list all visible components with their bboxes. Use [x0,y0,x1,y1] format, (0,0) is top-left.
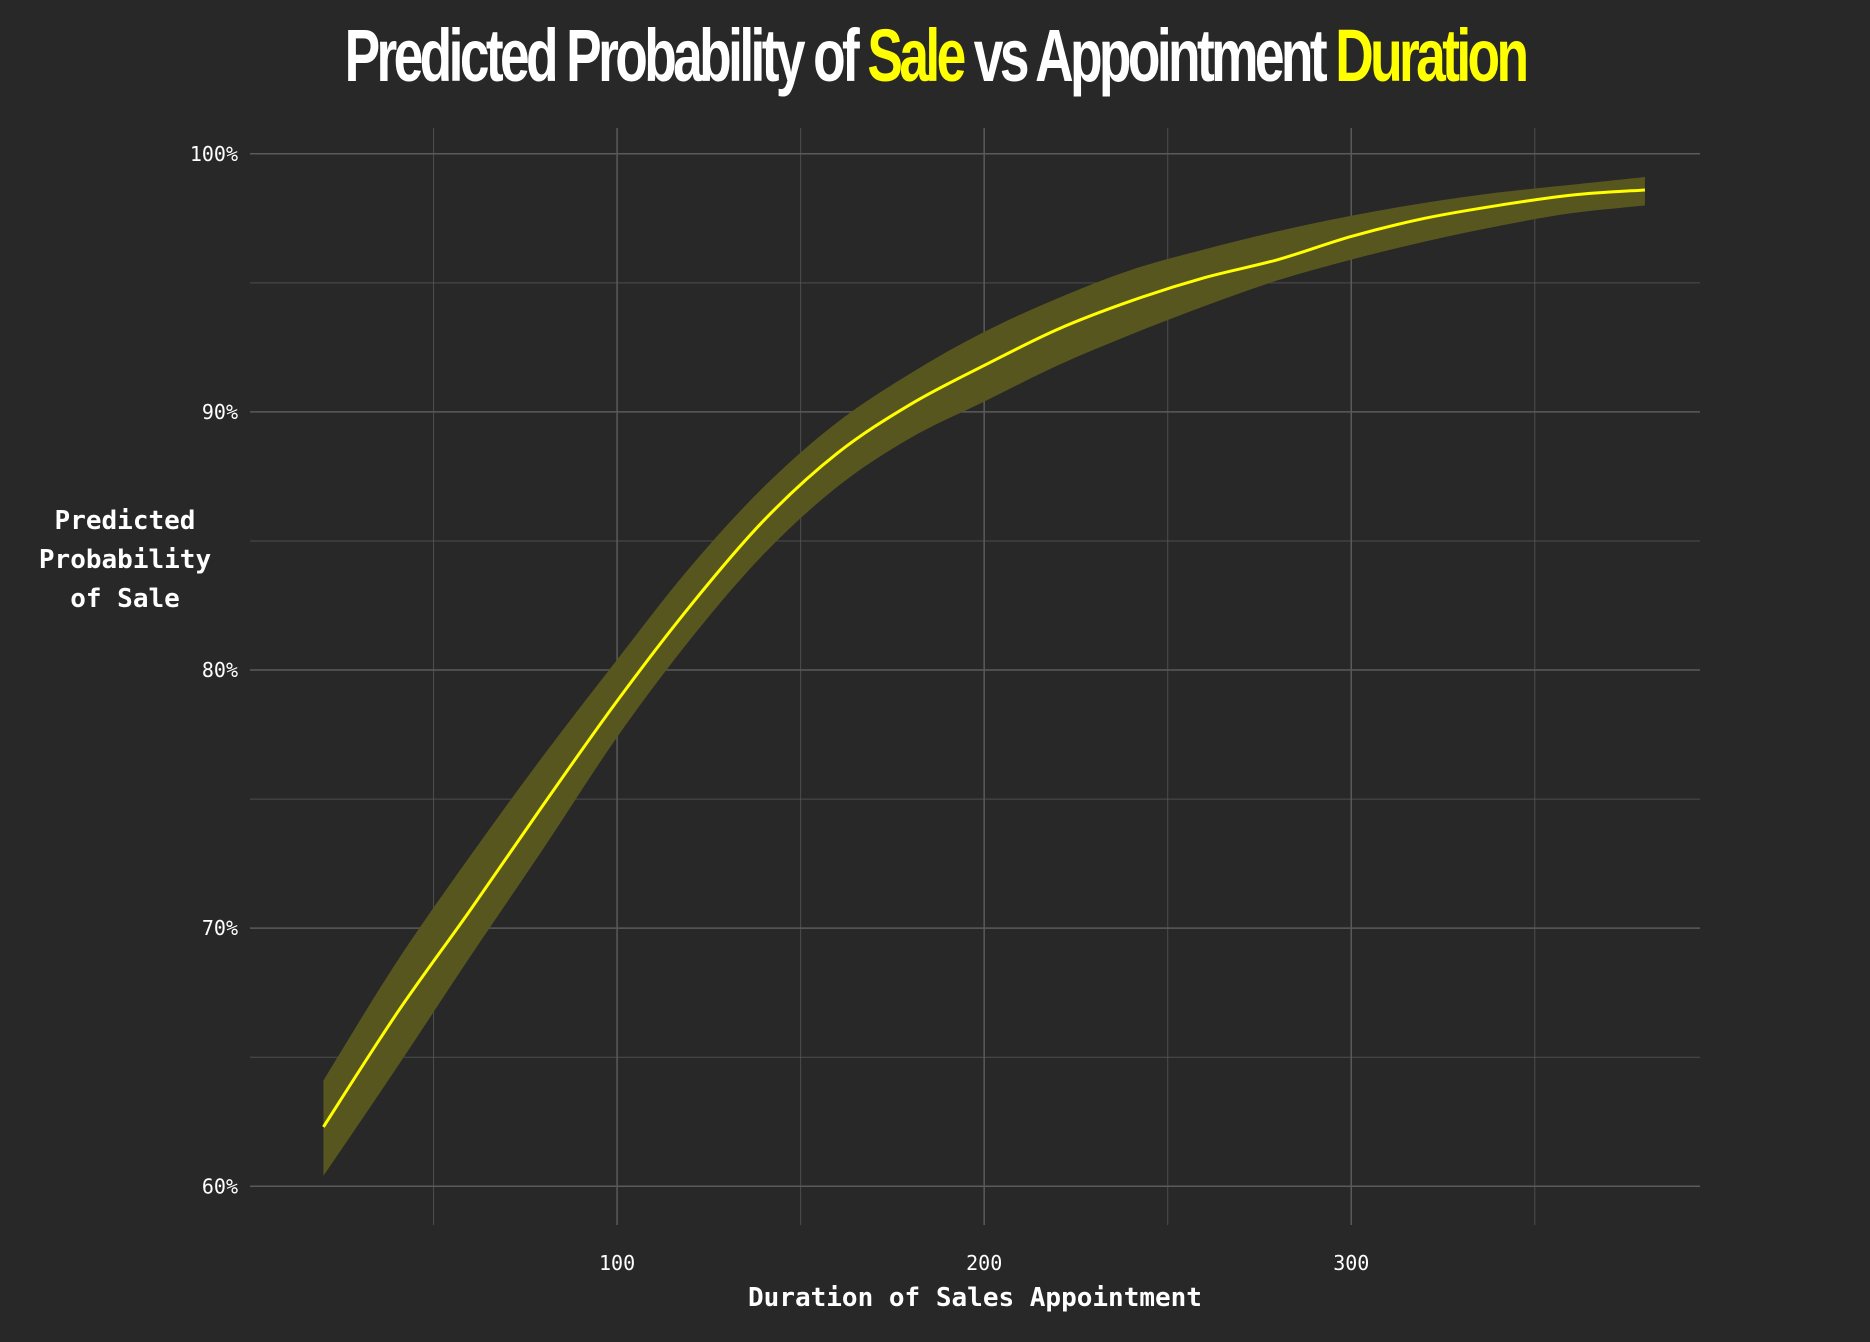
x-tick-label: 100 [599,1251,635,1275]
title-text: Predicted Probability of [344,14,868,97]
prediction-line [322,188,1646,1128]
title-text: vs Appointment [962,14,1336,97]
chart-title: Predicted Probability of Sale vs Appoint… [262,8,1608,104]
x-axis-title: Duration of Sales Appointment [748,1283,1202,1313]
y-tick-label: 80% [202,658,238,682]
title-highlight: Duration [1335,14,1529,97]
y-tick-label: 60% [202,1174,238,1198]
y-axis-title-line: of Sale [70,584,180,614]
y-tick-label: 100% [190,142,238,166]
title-highlight: Sale [867,14,966,97]
y-axis-title-line: Probability [39,545,211,575]
x-tick-label: 200 [966,1251,1002,1275]
confidence-band [323,177,1645,1176]
x-tick-label: 300 [1333,1251,1369,1275]
y-tick-label: 90% [202,400,238,424]
y-tick-label: 70% [202,916,238,940]
y-axis-title-line: Predicted [55,506,196,536]
